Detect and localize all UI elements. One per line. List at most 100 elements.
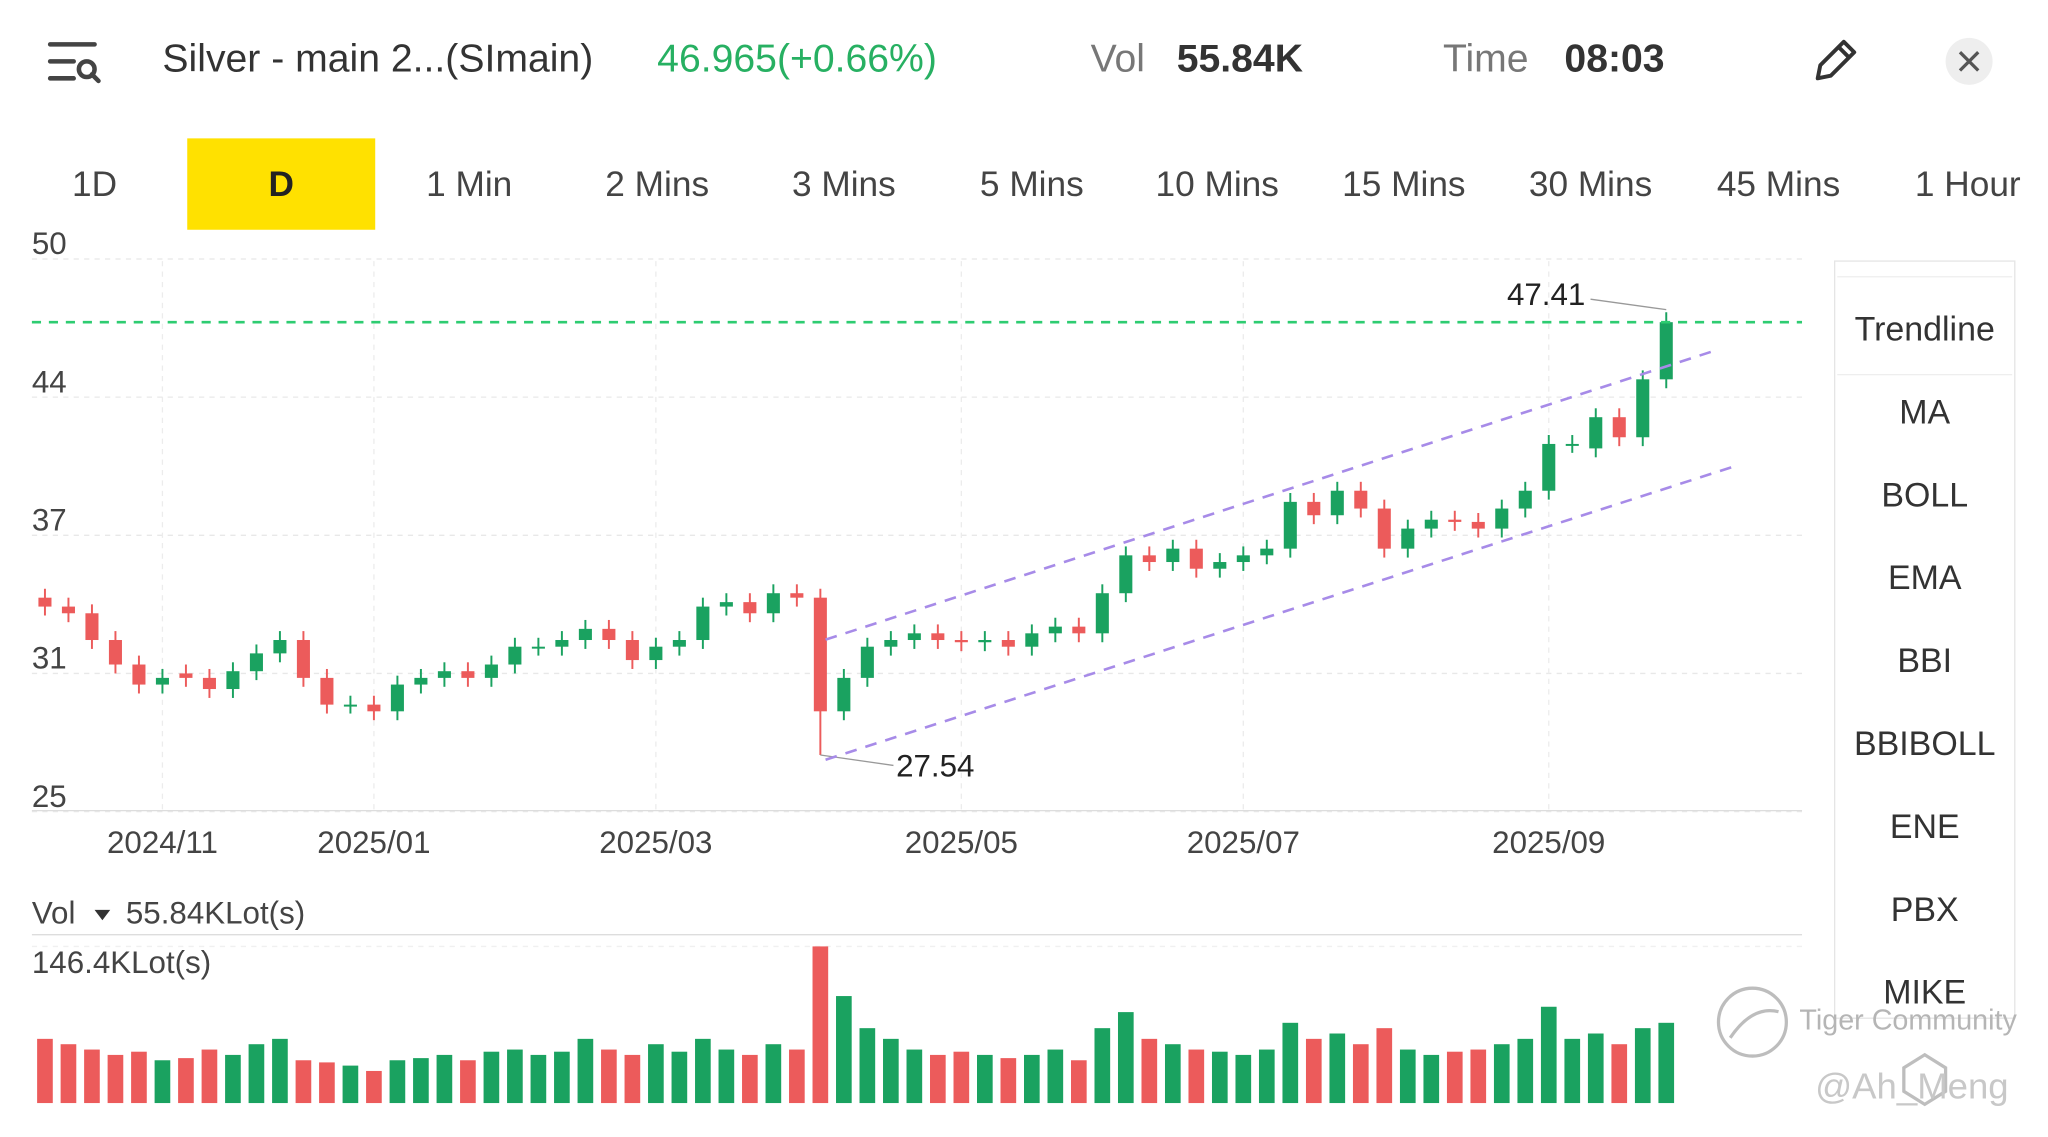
volume-bar [483,1051,500,1104]
candle-body [1001,640,1015,647]
volume-bar [1094,1028,1111,1104]
candle-body [907,633,921,641]
candle-body [1330,490,1344,516]
candle-body [1213,562,1227,569]
y-tick-label: 25 [32,779,67,814]
period-tab[interactable]: 45 Mins [1717,165,1840,204]
volume-bar [977,1054,993,1104]
candle-body [743,602,757,614]
indicator-item[interactable]: BBI [1897,642,1952,680]
indicator-item[interactable]: Trendline [1855,311,1995,349]
volume-bar [460,1060,476,1104]
candle-body [108,640,122,665]
period-tab[interactable]: 3 Mins [792,165,896,204]
period-tab[interactable]: 15 Mins [1342,165,1465,204]
volume-bar [930,1054,946,1104]
period-tab[interactable]: 5 Mins [980,165,1084,204]
period-tab[interactable]: 1 Min [426,165,512,204]
candle-body [931,633,945,641]
menu-icon[interactable] [47,42,101,84]
volume-bar [1611,1044,1628,1104]
candle-body [790,593,804,598]
volume-bar [1258,1049,1275,1104]
volume-bar [1000,1058,1017,1104]
candle-body [414,677,428,685]
volume-bar [1423,1054,1440,1104]
indicator-item[interactable]: BOLL [1881,476,1968,514]
candle-body [1542,443,1556,491]
volume-bar [342,1065,359,1104]
candle-body [1025,633,1039,647]
candle-body [1448,519,1462,522]
volume-bar [1399,1049,1416,1104]
volume-bar [671,1051,688,1104]
candle-body [1377,508,1391,549]
indicator-item[interactable]: BBIBOLL [1854,725,1995,763]
volume-bar [1117,1012,1134,1104]
candle-body [1166,548,1180,563]
volume-bar [1376,1028,1393,1104]
period-tab[interactable]: 1D [72,165,117,204]
volume-bar [765,1044,782,1104]
volume-value: 55.84KLot(s) [126,895,305,930]
volume-bar [789,1049,805,1104]
volume-bar [131,1051,147,1104]
candle-body [813,597,827,712]
candle-body [1072,626,1086,634]
candle-body [1119,555,1133,594]
volume-bar [1564,1038,1581,1104]
volume-bar [154,1060,171,1104]
watermark-logo [1716,986,1948,1107]
candle-body [1236,555,1250,563]
volume-bar [554,1051,570,1104]
high-label: 47.41 [1507,277,1585,312]
period-tab[interactable]: 10 Mins [1156,165,1279,204]
candle-body [132,664,146,685]
candle-body [766,593,780,614]
indicator-item[interactable]: ENE [1890,808,1960,846]
instrument-title[interactable]: Silver - main 2...(SImain) [162,38,593,81]
y-tick-label: 31 [32,641,67,676]
candle-body [343,704,357,707]
volume-dropdown[interactable] [94,909,111,921]
last-price: 46.965(+0.66%) [657,38,937,81]
edit-icon[interactable] [1815,39,1857,81]
candle-body [837,677,851,712]
candle-body [860,646,874,678]
active-tab-bg [187,138,376,230]
volume-bar [1282,1022,1299,1104]
candle-body [273,640,287,654]
close-button[interactable] [1945,37,1993,85]
indicator-item[interactable]: PBX [1891,891,1959,929]
candle-body [1354,490,1368,509]
candle-body [555,640,569,647]
volume-bar [1164,1044,1181,1104]
volume-bar [1540,1006,1557,1104]
indicator-item[interactable]: MA [1899,393,1950,431]
volume-bar [1235,1054,1252,1104]
x-tick-label: 2025/01 [317,825,430,860]
candle-body [155,677,169,685]
candle-body [1401,528,1415,549]
volume-bar [836,996,852,1104]
volume-bar [1470,1049,1487,1104]
period-tab[interactable]: 30 Mins [1529,165,1652,204]
indicator-item[interactable]: MIKE [1883,974,1966,1012]
candle-body [1589,417,1603,449]
candle-body [437,671,451,678]
y-tick-label: 50 [32,226,67,261]
trendline-lower [825,463,1740,761]
volume-bar [812,946,829,1104]
period-tab[interactable]: 1 Hour [1915,165,2021,204]
volume-bar [742,1054,758,1104]
volume-bar [601,1049,617,1104]
volume-bar [1446,1051,1463,1104]
x-tick-label: 2025/03 [599,825,712,860]
period-tab[interactable]: 2 Mins [605,165,709,204]
indicator-item[interactable]: EMA [1888,559,1962,597]
volume-bar [1634,1028,1651,1104]
candle-body [1471,521,1485,529]
period-tab[interactable]: D [269,165,294,204]
x-tick-label: 2025/05 [905,825,1018,860]
candle-body [367,704,381,712]
